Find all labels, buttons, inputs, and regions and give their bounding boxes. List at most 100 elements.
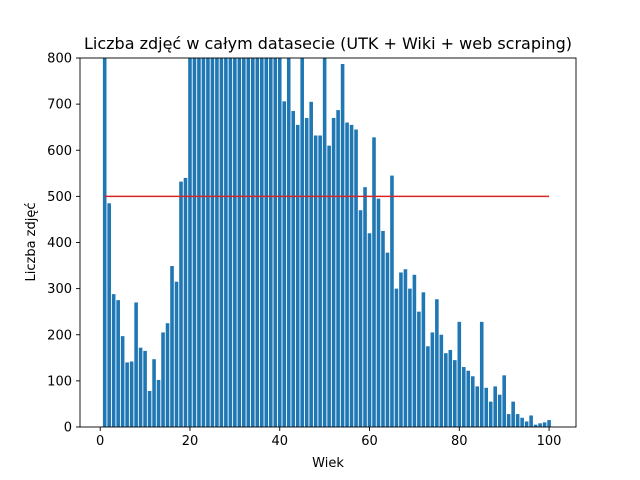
bar: [358, 210, 363, 427]
bar: [511, 401, 515, 427]
bar: [430, 332, 435, 427]
bar: [237, 58, 242, 427]
bar: [219, 58, 224, 427]
bar: [412, 274, 417, 427]
bar: [367, 233, 372, 427]
bar: [457, 321, 462, 427]
bar: [300, 58, 304, 427]
bar: [255, 58, 260, 427]
bar: [385, 252, 390, 427]
bar: [188, 58, 192, 427]
bar: [538, 423, 542, 427]
bar: [435, 299, 439, 427]
x-axis-label: Wiek: [312, 456, 344, 471]
bar: [349, 124, 354, 427]
bar: [421, 292, 426, 427]
bar: [318, 135, 322, 427]
bar: [493, 386, 497, 427]
bar: [336, 110, 340, 427]
bar: [134, 302, 138, 427]
bar: [506, 414, 511, 427]
bar: [129, 361, 134, 427]
bar: [533, 424, 538, 427]
bar: [488, 401, 493, 427]
x-tick-label: 80: [451, 434, 468, 449]
bar: [408, 288, 412, 427]
bar: [363, 187, 367, 427]
bar: [165, 323, 170, 427]
y-tick-label: 100: [47, 374, 72, 389]
x-tick-label: 60: [361, 434, 378, 449]
bar: [376, 198, 381, 427]
x-tick-label: 40: [271, 434, 288, 449]
x-tick-label: 100: [537, 434, 562, 449]
bar: [179, 181, 183, 427]
bar: [372, 137, 376, 427]
bar: [345, 122, 349, 427]
bar: [156, 379, 161, 427]
plot-area: [102, 58, 551, 427]
bar: [246, 58, 251, 427]
bar: [466, 370, 471, 427]
bar: [277, 58, 282, 427]
bar: [515, 414, 520, 427]
bar: [206, 58, 210, 427]
bar: [304, 117, 309, 427]
bar: [147, 391, 152, 427]
bar: [295, 124, 300, 427]
bar: [138, 347, 143, 427]
y-tick-label: 700: [47, 98, 72, 113]
bar: [268, 58, 273, 427]
bar: [439, 334, 444, 427]
bar: [242, 58, 246, 427]
bar: [228, 58, 233, 427]
bar: [102, 58, 107, 427]
bar: [313, 135, 318, 427]
bar: [399, 272, 403, 427]
bar: [107, 203, 111, 427]
y-tick-label: 0: [64, 421, 72, 436]
bar: [143, 350, 147, 427]
bar: [448, 349, 453, 427]
bar: [484, 387, 489, 427]
y-tick-label: 400: [47, 236, 72, 251]
bar: [192, 58, 197, 427]
bar: [282, 101, 287, 427]
bar: [201, 58, 206, 427]
bar: [161, 332, 165, 427]
bar: [233, 58, 237, 427]
bar: [479, 321, 484, 427]
bar: [197, 58, 201, 427]
bar: [444, 353, 448, 427]
bar: [264, 58, 269, 427]
bar: [390, 175, 394, 427]
bar: [170, 266, 174, 427]
bar: [475, 386, 480, 427]
bar: [286, 58, 291, 427]
bar: [524, 421, 529, 427]
bar: [426, 346, 430, 427]
bar: [520, 417, 524, 427]
bar: [403, 269, 408, 427]
bar: [291, 111, 296, 427]
bar: [502, 375, 506, 427]
bar: [174, 281, 179, 427]
axes: 0 20 40 60 80 100 0 100 200 300 400 500 600 700 800: [47, 52, 577, 449]
x-tick-label: 20: [182, 434, 199, 449]
y-tick-label: 600: [47, 144, 72, 159]
bar: [125, 362, 129, 427]
bar: [497, 394, 502, 427]
bar: [470, 376, 475, 427]
bar: [529, 415, 533, 427]
bar: [394, 288, 399, 427]
bar: [461, 367, 466, 427]
x-tick-label: 0: [96, 434, 104, 449]
y-tick-label: 200: [47, 328, 72, 343]
bar: [340, 64, 345, 427]
bar: [183, 177, 188, 427]
bar: [417, 311, 421, 427]
bar: [224, 58, 228, 427]
bar: [453, 360, 457, 427]
bar: [309, 101, 313, 427]
